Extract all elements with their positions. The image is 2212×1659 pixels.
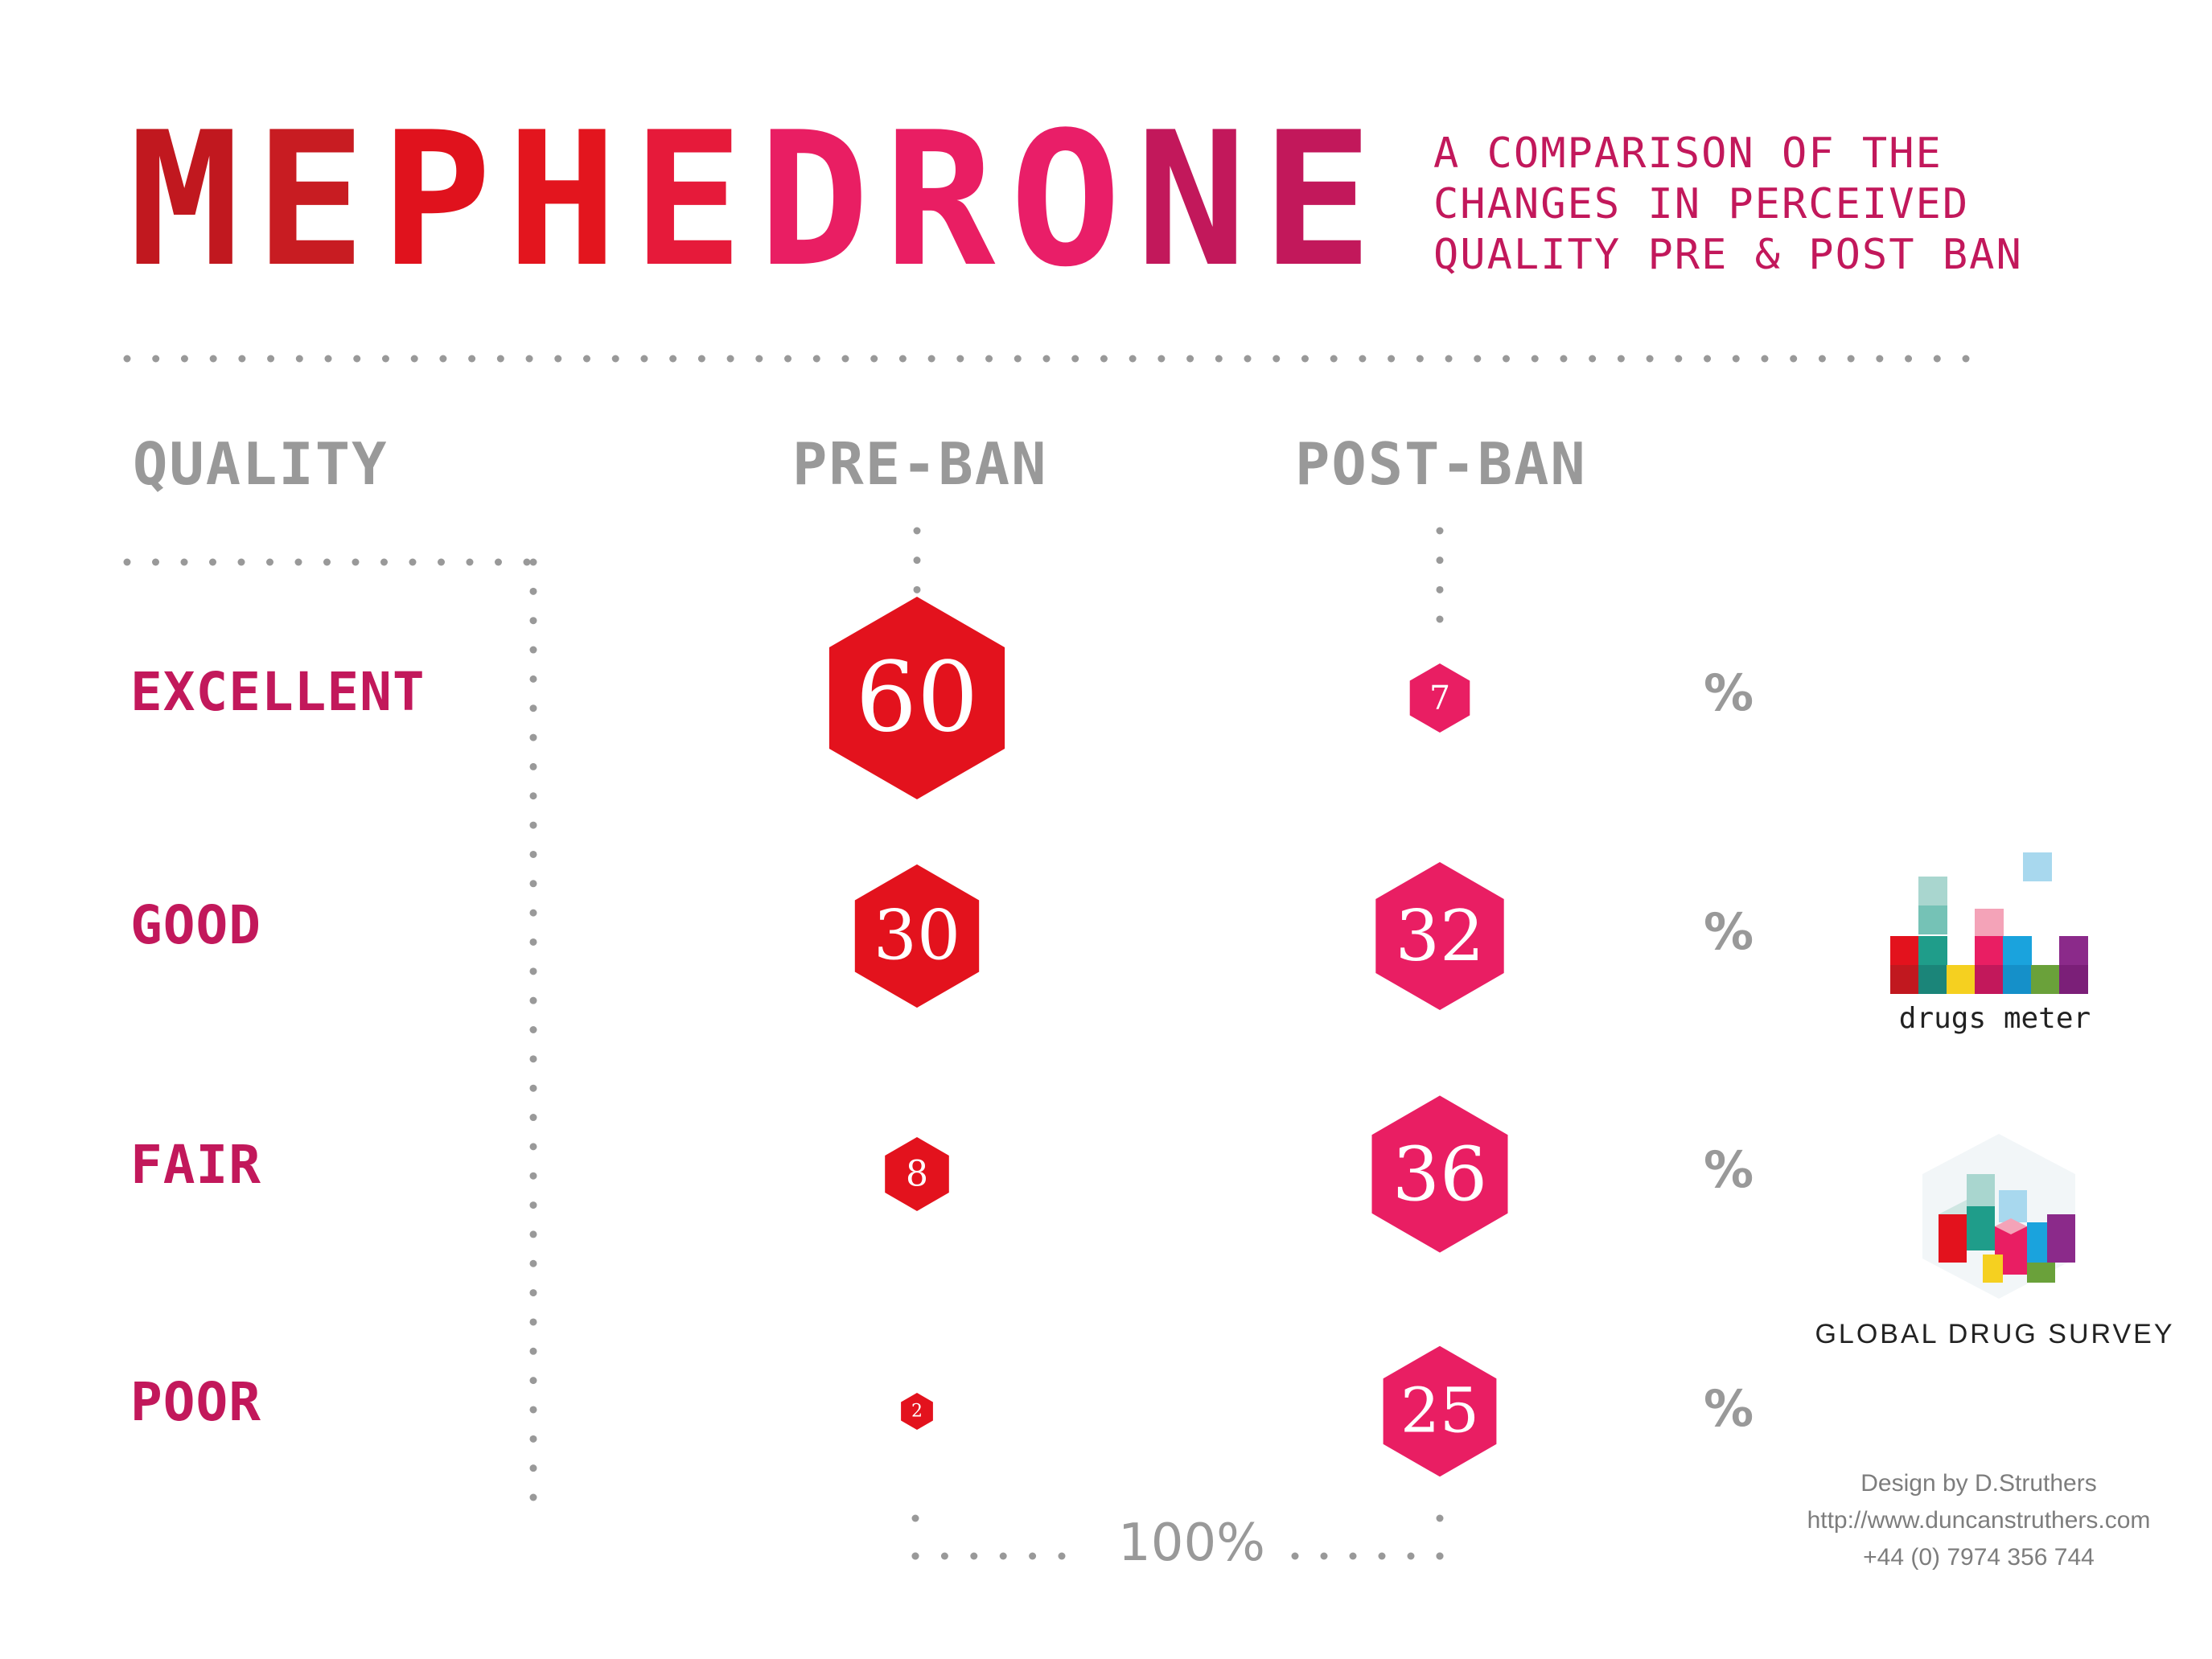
credits-designer: Design by D.Struthers	[1860, 1470, 2097, 1497]
global-drug-survey-logo	[1922, 1134, 2075, 1299]
value-label-post-ban-fair: 36	[1392, 1131, 1487, 1218]
title-letter-5: E	[631, 93, 744, 308]
value-label-pre-ban-excellent: 60	[856, 643, 979, 754]
value-label-pre-ban-poor: 2	[911, 1402, 923, 1422]
hexagon-pre-ban-fair	[885, 1137, 949, 1211]
credits: Design by D.Struthers http://www.duncans…	[1754, 1465, 2204, 1576]
title-letter-10: E	[1261, 93, 1373, 308]
row-axis-dots	[529, 558, 537, 1501]
value-label-post-ban-good: 32	[1396, 895, 1485, 977]
title-letter-2: E	[254, 93, 366, 308]
post-ban-top-dots	[1436, 527, 1444, 623]
title-letter-4: H	[506, 93, 618, 308]
percent-symbol-excellent: %	[1704, 663, 1754, 722]
value-label-post-ban-excellent: 7	[1429, 679, 1450, 717]
total-right-bracket-dots	[1436, 1514, 1444, 1560]
title-letter-3: P	[380, 93, 492, 308]
credits-website[interactable]: http://www.duncanstruthers.com	[1807, 1507, 2151, 1534]
percent-symbol-good: %	[1704, 902, 1754, 961]
hexagon-post-ban-good	[1375, 862, 1504, 1010]
row-label-good: GOOD	[130, 894, 261, 956]
global-drug-survey-caption: GLOBAL DRUG SURVEY	[1815, 1319, 2175, 1349]
subtitle-line-3: QUALITY PRE & POST BAN	[1433, 231, 2023, 279]
value-label-pre-ban-fair: 8	[906, 1154, 928, 1195]
hexagon-post-ban-fair	[1371, 1095, 1508, 1253]
total-label: 100%	[1118, 1513, 1265, 1573]
hexagon-post-ban-excellent	[1409, 663, 1470, 733]
value-label-pre-ban-good: 30	[874, 897, 960, 976]
title-letter-9: N	[1135, 93, 1248, 308]
column-header-post-ban: POST-BAN	[1295, 430, 1587, 498]
credits-phone: +44 (0) 7974 356 744	[1863, 1544, 2095, 1571]
subtitle: A COMPARISON OF THE CHANGES IN PERCEIVED…	[1433, 129, 2125, 281]
column-header-quality: QUALITY	[133, 430, 389, 498]
total-right-dots	[1291, 1552, 1444, 1560]
total-left-dots	[911, 1552, 1066, 1560]
hexagon-post-ban-poor	[1383, 1345, 1497, 1477]
drugs-meter-caption: drugs meter	[1898, 1002, 2091, 1035]
column-header-pre-ban: PRE-BAN	[792, 430, 1048, 498]
header-separator-dots	[123, 355, 1970, 363]
row-label-fair: FAIR	[130, 1134, 261, 1196]
title-letter-8: O	[1009, 93, 1121, 308]
title-letter-1: M	[129, 93, 241, 308]
title-letter-7: R	[883, 93, 996, 308]
subtitle-line-2: CHANGES IN PERCEIVED	[1433, 180, 1970, 228]
drugs-meter-logo	[1890, 852, 2088, 994]
value-label-post-ban-poor: 25	[1400, 1376, 1479, 1448]
title-letter-6: D	[758, 93, 870, 308]
hexagon-pre-ban-good	[854, 864, 980, 1008]
percent-symbol-poor: %	[1704, 1379, 1754, 1438]
row-label-excellent: EXCELLENT	[130, 661, 426, 723]
row-label-poor: POOR	[130, 1371, 261, 1433]
percent-symbol-fair: %	[1704, 1140, 1754, 1199]
quality-separator-dots	[123, 558, 531, 566]
subtitle-line-1: A COMPARISON OF THE	[1433, 129, 1943, 178]
hexagon-pre-ban-excellent	[828, 597, 1005, 799]
hexagon-pre-ban-poor	[901, 1393, 933, 1430]
